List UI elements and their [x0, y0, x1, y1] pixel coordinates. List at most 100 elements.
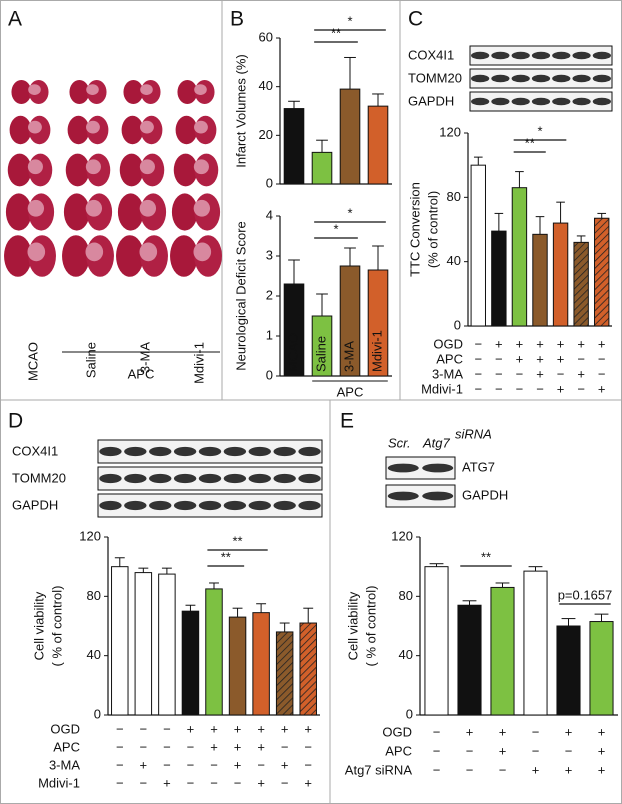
condition-sign: + — [281, 757, 289, 772]
bar — [511, 187, 528, 327]
condition-sign: − — [598, 351, 606, 366]
brain-slice-tissue — [27, 199, 45, 217]
y-axis-label: TTC Conversion — [407, 182, 422, 277]
y-tick-label: 2 — [266, 287, 273, 302]
condition-sign: − — [495, 366, 503, 381]
significance-label: ** — [481, 549, 491, 564]
blot-band — [149, 500, 172, 511]
bar — [339, 265, 361, 377]
condition-sign: − — [433, 743, 441, 758]
condition-sign: + — [499, 724, 507, 739]
brain-slice — [175, 115, 198, 145]
condition-sign: − — [281, 739, 289, 754]
condition-label: 3-MA — [49, 757, 80, 772]
significance-label: p=0.1657 — [558, 587, 613, 602]
blot-band — [387, 463, 419, 473]
y-axis-label: Cell viability — [31, 591, 46, 660]
significance-label: ** — [232, 533, 242, 548]
condition-sign: + — [557, 381, 565, 396]
condition-sign: − — [474, 366, 482, 381]
blot-label: ATG7 — [462, 459, 495, 474]
blot-band — [248, 446, 271, 457]
blot-band — [592, 74, 611, 83]
condition-sign: + — [234, 757, 242, 772]
blot-band — [531, 74, 551, 83]
condition-sign: + — [565, 724, 573, 739]
condition-sign: + — [536, 351, 544, 366]
condition-sign: + — [495, 336, 503, 351]
bar — [339, 88, 361, 185]
blot-band — [149, 446, 172, 457]
blot-band — [511, 74, 530, 83]
condition-label: APC — [53, 739, 80, 754]
blot-band — [173, 446, 197, 457]
condition-sign: + — [257, 721, 265, 736]
condition-sign: − — [433, 762, 441, 777]
condition-sign: + — [140, 757, 148, 772]
blot-band — [273, 473, 296, 484]
blot-band — [572, 97, 591, 106]
panel-label: D — [8, 410, 23, 433]
condition-sign: − — [495, 381, 503, 396]
y-axis-label: (% of control) — [425, 191, 440, 268]
condition-sign: − — [210, 775, 218, 790]
blot-band — [198, 500, 222, 511]
condition-sign: − — [433, 724, 441, 739]
condition-sign: − — [187, 775, 195, 790]
bar — [111, 566, 129, 716]
y-tick-label: 80 — [399, 588, 413, 603]
brain-slice-tissue — [194, 120, 208, 134]
bar — [594, 217, 610, 327]
blot-band — [173, 473, 197, 484]
bar — [491, 230, 507, 327]
condition-sign: − — [140, 739, 148, 754]
bar-label: 3-MA — [341, 341, 356, 372]
blot-band — [173, 500, 197, 511]
blot — [385, 484, 456, 508]
condition-sign: + — [281, 721, 289, 736]
y-tick-label: 1 — [266, 327, 273, 342]
condition-sign: − — [140, 721, 148, 736]
brain-slice — [116, 235, 144, 277]
blot-band — [471, 51, 490, 60]
bar — [134, 572, 153, 716]
brain-slice-tissue — [85, 159, 101, 175]
bar — [181, 610, 200, 716]
blot-band — [298, 500, 321, 511]
y-tick-label: 40 — [399, 647, 413, 662]
y-tick-label: 60 — [259, 29, 273, 44]
blot-band — [491, 74, 510, 83]
blot-band — [471, 97, 490, 106]
blot-band — [99, 473, 122, 484]
blot-band — [592, 51, 611, 60]
blot-band — [491, 51, 510, 60]
blot-band — [387, 491, 419, 501]
slice-label: 3-MA — [137, 342, 152, 373]
condition-sign: + — [304, 721, 312, 736]
blot-label: COX4I1 — [12, 443, 58, 458]
bar — [367, 269, 389, 377]
brain-slice — [11, 80, 32, 104]
bar — [205, 588, 223, 716]
condition-sign: − — [116, 757, 124, 772]
condition-sign: + — [598, 381, 606, 396]
significance-label: ** — [221, 549, 231, 564]
bar — [523, 570, 548, 716]
brain-slice-tissue — [27, 159, 43, 175]
brain-slice-tissue — [140, 84, 153, 95]
brain-slice-tissue — [193, 159, 209, 175]
blot-band — [572, 51, 591, 60]
y-tick-label: 120 — [439, 124, 461, 139]
condition-sign: + — [536, 366, 544, 381]
significance-label: * — [537, 123, 542, 138]
condition-sign: + — [557, 336, 565, 351]
condition-sign: + — [234, 739, 242, 754]
condition-sign: − — [474, 336, 482, 351]
condition-label: OGD — [50, 721, 80, 736]
panel-label: C — [408, 8, 423, 31]
blot-label: TOMM20 — [408, 70, 462, 85]
condition-sign: − — [536, 381, 544, 396]
y-tick-label: 80 — [447, 189, 461, 204]
blot-band — [511, 97, 530, 106]
